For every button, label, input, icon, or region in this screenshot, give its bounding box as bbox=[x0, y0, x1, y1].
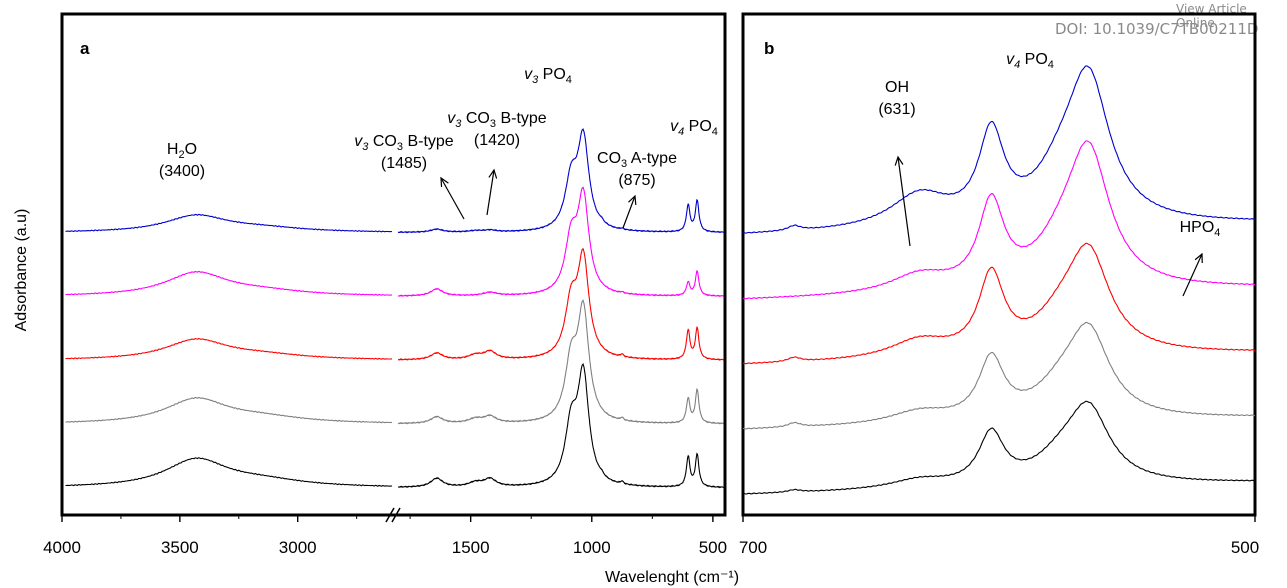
panel-label-b: b bbox=[764, 39, 774, 58]
axis-break-mark bbox=[391, 507, 401, 523]
plot-frame-a bbox=[60, 12, 727, 517]
watermark-doi: DOI: 10.1039/C7TB00211D bbox=[1055, 20, 1259, 38]
series-b-2 bbox=[742, 242, 1256, 365]
x-tick-label-b: 700 bbox=[739, 538, 767, 557]
series-b-4 bbox=[743, 65, 1256, 234]
arrow-hpo4 bbox=[1182, 252, 1203, 297]
annotation-v3-po4: v3 PO4 bbox=[524, 66, 572, 86]
annotation-h2o: H2O bbox=[167, 141, 197, 161]
annotation-hpo4: HPO4 bbox=[1180, 219, 1221, 239]
x-tick-label-b: 500 bbox=[1231, 538, 1259, 557]
series-a-1 bbox=[65, 299, 724, 425]
series-a-line bbox=[397, 363, 724, 489]
panel-label-a: a bbox=[80, 39, 90, 58]
plot-frame-b bbox=[741, 12, 1257, 517]
series-a-line bbox=[397, 186, 724, 298]
series-b-3 bbox=[743, 140, 1256, 300]
series-b-0 bbox=[743, 400, 1256, 495]
series-a-line bbox=[65, 457, 393, 487]
axis-break-mark bbox=[385, 507, 395, 523]
series-a-0 bbox=[65, 363, 724, 489]
annotation-co3-b1420: v3 CO3 B-type bbox=[447, 110, 546, 130]
arrow-oh bbox=[894, 155, 911, 247]
annotation-co3-a875: CO3 A-type bbox=[597, 150, 677, 170]
series-a-line bbox=[397, 128, 724, 234]
annotation-co3-b1485-value: (1485) bbox=[381, 155, 427, 172]
x-tick-label-a: 500 bbox=[699, 538, 727, 557]
series-b-1 bbox=[742, 321, 1256, 430]
arrow-1485 bbox=[440, 176, 465, 220]
series-a-line bbox=[65, 213, 393, 233]
annotation-co3-b1420-value: (1420) bbox=[474, 132, 520, 149]
x-tick-label-a: 3000 bbox=[279, 538, 317, 557]
x-tick-label-a: 1500 bbox=[452, 538, 490, 557]
annotation-v4-po4-b: v4 PO4 bbox=[1006, 51, 1054, 71]
arrow-1420 bbox=[486, 168, 498, 216]
series-a-3 bbox=[65, 186, 724, 298]
x-tick-label-a: 1000 bbox=[573, 538, 611, 557]
annotation-oh-631-value: (631) bbox=[878, 101, 915, 118]
y-axis-title: Adsorbance (a.u) bbox=[13, 209, 30, 332]
panel-b: 700 500 b OH (631) v4 PO4 HPO4 bbox=[739, 12, 1259, 557]
series-a-line bbox=[65, 270, 393, 296]
series-a-line bbox=[397, 247, 724, 361]
annotation-v4-po4: v4 PO4 bbox=[670, 118, 718, 138]
series-a-line bbox=[65, 396, 393, 424]
annotation-co3-a875-value: (875) bbox=[618, 172, 655, 189]
series-a-4 bbox=[65, 128, 724, 234]
x-axis-title: Wavelenght (cm⁻¹) bbox=[605, 569, 739, 586]
annotation-co3-b1485: v3 CO3 B-type bbox=[354, 133, 453, 153]
annotation-h2o-value: (3400) bbox=[159, 163, 205, 180]
series-a-2 bbox=[65, 247, 724, 361]
panel-a: 4000 3500 3000 1500 1000 500 a H2O (3400) v3 CO3 … bbox=[13, 12, 739, 586]
series-a-line bbox=[65, 337, 393, 360]
x-tick-label-a: 4000 bbox=[43, 538, 81, 557]
series-a-line bbox=[397, 299, 724, 425]
x-tick-label-a: 3500 bbox=[161, 538, 199, 557]
arrow-875 bbox=[622, 194, 637, 229]
annotation-oh-631: OH bbox=[885, 79, 909, 96]
